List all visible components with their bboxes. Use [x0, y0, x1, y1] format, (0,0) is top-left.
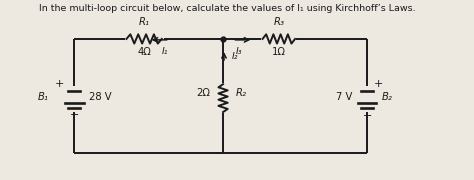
- Text: 1Ω: 1Ω: [272, 47, 286, 57]
- Text: 2Ω: 2Ω: [196, 89, 210, 98]
- Text: +: +: [374, 79, 383, 89]
- Text: In the multi-loop circuit below, calculate the values of I₁ using Kirchhoff’s La: In the multi-loop circuit below, calcula…: [39, 4, 416, 13]
- Text: 7 V: 7 V: [336, 92, 352, 102]
- Text: B₂: B₂: [382, 92, 393, 102]
- Text: −: −: [363, 111, 372, 122]
- Text: R₂: R₂: [236, 89, 247, 98]
- Text: 4Ω: 4Ω: [137, 47, 151, 57]
- Text: I₁: I₁: [162, 47, 168, 56]
- Text: R₃: R₃: [273, 17, 284, 27]
- Text: R₁: R₁: [138, 17, 150, 27]
- Text: B₁: B₁: [38, 92, 49, 102]
- Text: I₂: I₂: [231, 52, 238, 61]
- Text: −: −: [70, 110, 79, 120]
- Text: +: +: [55, 79, 64, 89]
- Text: I₃: I₃: [236, 47, 243, 56]
- Text: 28 V: 28 V: [89, 92, 112, 102]
